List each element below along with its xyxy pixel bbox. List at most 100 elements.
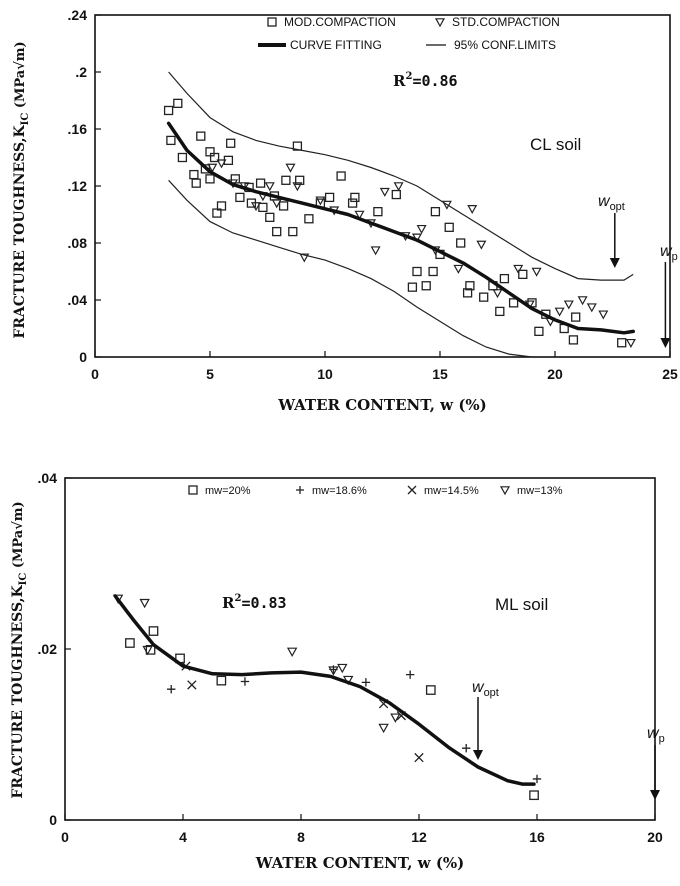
legend-label: mw=18.6% bbox=[312, 485, 367, 497]
data-point-square bbox=[205, 174, 215, 184]
legend-swatch-square bbox=[267, 17, 277, 27]
data-point-plus bbox=[532, 774, 542, 784]
x-tick-label: 12 bbox=[411, 829, 427, 845]
r-squared-exp: 2 bbox=[234, 593, 241, 604]
data-point-triangle-down bbox=[139, 598, 150, 609]
data-point-triangle-down bbox=[441, 200, 452, 210]
legend-label: mw=20% bbox=[205, 485, 251, 497]
data-point-triangle-down bbox=[286, 647, 298, 658]
chart-panel-1: 0 5 10 15 20 25 .24 .2 .16 .12 .08 .04 0 WATER CONTEN… bbox=[12, 7, 678, 414]
series-square bbox=[125, 626, 539, 801]
data-point-square bbox=[412, 266, 422, 277]
y-axis-label: FRACTURE TOUGHNESS,KIC (MPa√m) bbox=[10, 501, 29, 798]
data-point-square bbox=[499, 273, 510, 284]
wopt-label-main: w bbox=[598, 193, 611, 210]
data-point-square bbox=[265, 212, 275, 223]
data-point-square bbox=[304, 214, 314, 224]
data-point-triangle-down bbox=[598, 310, 609, 320]
legend-swatch-triangle-down bbox=[434, 18, 446, 28]
curve-fitting-line bbox=[166, 121, 635, 335]
data-point-square bbox=[278, 201, 289, 211]
data-point-square bbox=[534, 326, 544, 337]
data-point-triangle-down bbox=[328, 666, 339, 676]
x-tick-label: 0 bbox=[91, 366, 99, 382]
data-point-square bbox=[235, 192, 245, 203]
data-point-square bbox=[230, 174, 240, 184]
data-point-square bbox=[258, 202, 268, 213]
data-point-square bbox=[428, 266, 438, 277]
data-point-square bbox=[216, 201, 227, 211]
legend-entry: mw=18.6% bbox=[296, 485, 367, 497]
series-plus bbox=[167, 665, 542, 784]
x-tick-label: 5 bbox=[206, 366, 214, 382]
x-tick-label: 20 bbox=[547, 366, 563, 382]
x-tick-label: 0 bbox=[61, 829, 69, 845]
data-point-square bbox=[226, 138, 236, 148]
data-point-triangle-down bbox=[393, 182, 404, 192]
x-axis-label: WATER CONTENT, w (%) bbox=[277, 396, 487, 414]
chart-panel-2: 0 4 8 12 16 20 .04 .02 0 WATER CONTENT, w (%) FRAC… bbox=[10, 470, 665, 872]
y-axis-label-main: FRACTURE TOUGHNESS,K bbox=[10, 585, 26, 799]
data-point-square bbox=[430, 206, 441, 217]
legend-swatch-triangle-down bbox=[499, 486, 511, 496]
data-point-triangle-down bbox=[142, 645, 153, 656]
data-point-square bbox=[173, 98, 183, 108]
data-point-triangle-down bbox=[513, 264, 524, 274]
data-point-square bbox=[421, 281, 431, 291]
x-tick-label: 8 bbox=[297, 829, 305, 845]
data-point-cross bbox=[414, 752, 424, 763]
y-axis-label-sub: IC bbox=[18, 573, 29, 586]
wp-label-main: w bbox=[647, 725, 660, 742]
series-triangle-down bbox=[112, 594, 401, 734]
y-tick-label: .2 bbox=[75, 64, 87, 80]
legend-label: mw=14.5% bbox=[424, 485, 479, 497]
data-point-square bbox=[148, 626, 159, 636]
data-point-square bbox=[216, 675, 227, 686]
legend-label: STD.COMPACTION bbox=[452, 15, 560, 29]
data-point-square bbox=[391, 189, 401, 200]
data-point-square bbox=[272, 226, 282, 237]
legend-label: CURVE FITTING bbox=[290, 38, 382, 52]
r-squared-exp: 2 bbox=[405, 71, 412, 82]
data-point-triangle-down bbox=[379, 187, 390, 197]
data-point-square bbox=[288, 226, 298, 237]
y-tick-label: 0 bbox=[79, 349, 87, 365]
data-point-square bbox=[495, 306, 505, 317]
data-point-triangle-down bbox=[337, 663, 348, 674]
x-tick-label: 4 bbox=[179, 829, 187, 845]
data-point-triangle-down bbox=[586, 303, 597, 313]
y-tick-label: .16 bbox=[68, 121, 88, 137]
soil-type-label: ML soil bbox=[495, 595, 548, 614]
y-axis-label: FRACTURE TOUGHNESS,KIC (MPa√m) bbox=[12, 41, 31, 338]
data-point-square bbox=[571, 312, 581, 322]
data-point-triangle-down bbox=[416, 224, 427, 234]
legend-entry: mw=20% bbox=[188, 485, 251, 497]
data-point-plus bbox=[167, 684, 176, 694]
legend-entry: MOD.COMPACTION bbox=[267, 15, 396, 29]
series-cross bbox=[181, 661, 424, 763]
data-point-triangle-down bbox=[563, 300, 574, 310]
wp-label-main: w bbox=[660, 243, 673, 260]
curve-fitting-line bbox=[113, 594, 536, 786]
y-tick-label: .12 bbox=[68, 178, 88, 194]
data-point-plus bbox=[462, 743, 471, 753]
data-point-triangle-down bbox=[285, 163, 296, 173]
data-point-square bbox=[425, 685, 436, 695]
data-point-triangle-down bbox=[554, 307, 565, 317]
data-point-triangle-down bbox=[216, 159, 227, 169]
data-point-plus bbox=[405, 670, 415, 679]
wopt-arrow-head bbox=[609, 258, 620, 268]
wp-arrow-head bbox=[660, 338, 671, 348]
data-point-triangle-down bbox=[378, 723, 389, 734]
data-point-triangle-down bbox=[467, 205, 478, 215]
data-point-square bbox=[145, 645, 156, 655]
legend-swatch-cross bbox=[407, 485, 417, 495]
data-point-square bbox=[529, 790, 539, 801]
y-tick-label: .04 bbox=[38, 470, 58, 486]
x-tick-label: 25 bbox=[662, 366, 678, 382]
data-point-square bbox=[347, 198, 358, 208]
data-point-triangle-down bbox=[625, 338, 636, 348]
r-squared-label: R2=0.86 bbox=[393, 71, 458, 90]
legend-entry: mw=13% bbox=[499, 485, 563, 497]
